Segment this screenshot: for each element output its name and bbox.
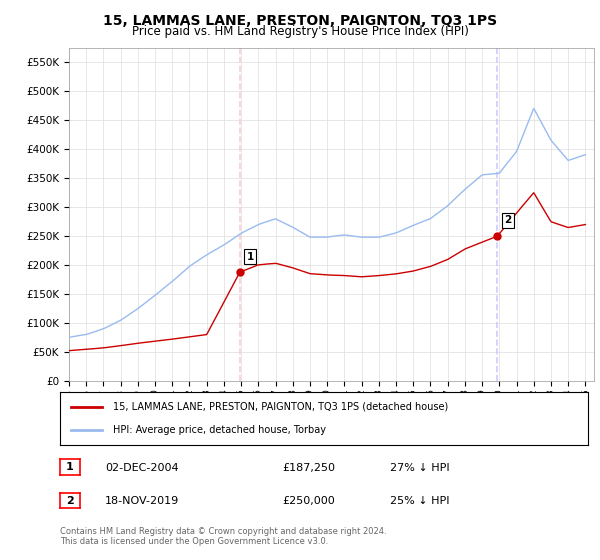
Text: £187,250: £187,250	[282, 463, 335, 473]
Text: 1: 1	[66, 462, 74, 472]
Text: 18-NOV-2019: 18-NOV-2019	[105, 496, 179, 506]
Text: 25% ↓ HPI: 25% ↓ HPI	[390, 496, 449, 506]
Text: 15, LAMMAS LANE, PRESTON, PAIGNTON, TQ3 1PS (detached house): 15, LAMMAS LANE, PRESTON, PAIGNTON, TQ3 …	[113, 402, 448, 412]
Text: 2: 2	[504, 215, 511, 225]
Text: 02-DEC-2004: 02-DEC-2004	[105, 463, 179, 473]
Text: 27% ↓ HPI: 27% ↓ HPI	[390, 463, 449, 473]
Text: Price paid vs. HM Land Registry's House Price Index (HPI): Price paid vs. HM Land Registry's House …	[131, 25, 469, 38]
Text: HPI: Average price, detached house, Torbay: HPI: Average price, detached house, Torb…	[113, 425, 326, 435]
Text: 1: 1	[247, 251, 254, 262]
Text: Contains HM Land Registry data © Crown copyright and database right 2024.
This d: Contains HM Land Registry data © Crown c…	[60, 526, 386, 546]
Text: 15, LAMMAS LANE, PRESTON, PAIGNTON, TQ3 1PS: 15, LAMMAS LANE, PRESTON, PAIGNTON, TQ3 …	[103, 14, 497, 28]
Text: £250,000: £250,000	[282, 496, 335, 506]
Text: 2: 2	[66, 496, 74, 506]
